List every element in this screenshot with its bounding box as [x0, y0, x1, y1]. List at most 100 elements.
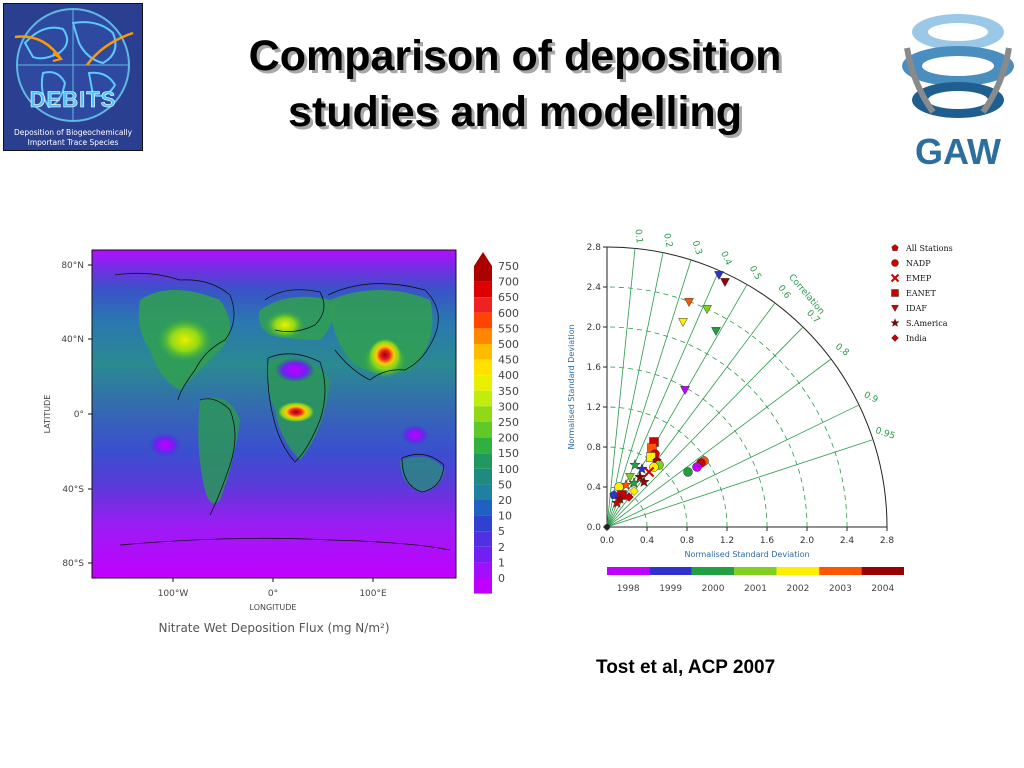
- legend-label: IDAF: [906, 304, 927, 313]
- x-tick-label: 2.4: [840, 536, 855, 546]
- taylor-legend: All Stations NADP EMEP EANET IDAF S.America In…: [890, 244, 953, 343]
- colorbar-label: 200: [498, 432, 519, 445]
- colorbar-swatch: [474, 562, 492, 578]
- lon-tick-2: 100°E: [359, 589, 387, 599]
- colorbar-label: 750: [498, 260, 519, 273]
- colorbar-label: 2: [498, 541, 505, 554]
- colorbar-swatch: [474, 281, 492, 298]
- data-point: [683, 467, 693, 477]
- correlation-tick-label: 0.1: [632, 229, 643, 244]
- colorbar-label: 150: [498, 447, 519, 460]
- lat-tick-0: 80°N: [61, 261, 84, 271]
- data-point: [711, 327, 721, 337]
- colorbar-label: 250: [498, 416, 519, 429]
- correlation-tick-label: 0.3: [690, 240, 704, 257]
- data-point: [643, 466, 655, 478]
- year-swatch: [649, 567, 692, 575]
- data-point: [891, 244, 899, 252]
- correlation-tick-label: 0.8: [833, 342, 851, 359]
- year-label: 2004: [871, 584, 894, 594]
- correlation-tick-label: 0.2: [661, 232, 674, 248]
- lon-tick-1: 0°: [268, 589, 278, 599]
- colorbar-swatch: [474, 437, 492, 454]
- x-tick-label: 0.4: [640, 536, 655, 546]
- data-point: [638, 475, 650, 487]
- data-point: [702, 305, 712, 315]
- data-point: [714, 271, 724, 281]
- y-tick-label: 0.0: [587, 523, 602, 533]
- lat-tick-3: 40°S: [62, 485, 84, 495]
- debits-subtitle-2: Important Trace Species: [28, 138, 119, 147]
- colorbar-label: 550: [498, 322, 519, 335]
- y-tick-label: 0.8: [587, 443, 602, 453]
- colorbar-swatch: [474, 531, 492, 547]
- colorbar-arrow: [474, 252, 492, 266]
- y-tick-label: 2.0: [587, 323, 602, 333]
- debits-logo-text: DEBITS: [30, 87, 117, 112]
- x-tick-label: 1.6: [760, 536, 775, 546]
- citation: Tost et al, ACP 2007: [596, 657, 776, 678]
- colorbar-label: 50: [498, 478, 512, 491]
- colorbar-label: 20: [498, 494, 512, 507]
- debits-subtitle-1: Deposition of Biogeochemically: [14, 128, 133, 137]
- colorbar-label: 100: [498, 463, 519, 476]
- data-point: [620, 478, 632, 490]
- colorbar-label: 0: [498, 572, 505, 585]
- gaw-logo-text: GAW: [915, 131, 1001, 170]
- year-swatch: [734, 567, 777, 575]
- data-point: [891, 304, 899, 313]
- year-label: 2001: [744, 584, 767, 594]
- colorbar-swatch: [474, 344, 492, 360]
- year-swatch: [607, 567, 650, 575]
- colorbar-swatch: [474, 312, 492, 329]
- taylor-grid: 0.0 0.0 0.4 0.4 0.8 0.8 1.2 1.2 1.6 1.6 2.0 2.0 2.4 2…: [567, 229, 896, 559]
- legend-label: India: [906, 334, 927, 343]
- year-colorbar: 1998 1999 2000 2001 2002 2003 2004: [607, 567, 904, 594]
- y-tick-label: 2.4: [587, 283, 602, 293]
- colorbar-label: 5: [498, 525, 505, 538]
- correlation-tick-label: 0.5: [747, 264, 763, 281]
- data-point: [720, 278, 730, 288]
- correlation-tick-label: 0.95: [874, 426, 896, 442]
- taylor-xlabel: Normalised Standard Deviation: [684, 550, 809, 559]
- colorbar-swatch: [474, 500, 492, 516]
- data-point: [636, 462, 648, 474]
- data-point: [629, 486, 639, 496]
- colorbar-label: 400: [498, 369, 519, 382]
- colorbar-swatch: [474, 390, 492, 407]
- legend-label: EMEP: [906, 274, 932, 283]
- data-point: [891, 289, 899, 297]
- colorbar-swatch: [474, 266, 492, 282]
- data-point: [624, 492, 634, 502]
- slide-title-line1: Comparison of deposition: [248, 32, 782, 80]
- data-point: [680, 386, 690, 396]
- colorbar-label: 10: [498, 510, 512, 523]
- colorbar-swatch: [474, 468, 492, 485]
- x-tick-label: 2.0: [800, 536, 815, 546]
- year-label: 2000: [702, 584, 725, 594]
- legend-label: NADP: [906, 259, 931, 268]
- data-point: [628, 476, 640, 488]
- colorbar-label: 300: [498, 400, 519, 413]
- gaw-logo: GAW: [902, 10, 1014, 170]
- colorbar-label: 1: [498, 556, 505, 569]
- x-tick-label: 0.0: [600, 536, 615, 546]
- data-point: [891, 334, 899, 342]
- data-point: [890, 273, 900, 283]
- correlation-tick-label: 0.9: [862, 390, 879, 405]
- colorbar-label: 350: [498, 385, 519, 398]
- nitrate-deposition-map: 80°N 40°N 0° 40°S 80°S 100°W 0° 100°E LO…: [43, 249, 519, 635]
- debits-logo: DEBITS Deposition of Biogeochemically Im…: [3, 3, 143, 151]
- colorbar-swatch: [474, 375, 492, 391]
- x-tick-label: 0.8: [680, 536, 695, 546]
- year-swatch: [819, 567, 862, 575]
- lat-tick-4: 80°S: [62, 559, 84, 569]
- colorbar-swatch: [474, 546, 492, 563]
- data-point: [634, 470, 646, 482]
- year-swatch: [776, 567, 820, 575]
- lat-tick-2: 0°: [74, 410, 84, 420]
- data-point: [692, 462, 702, 472]
- year-swatch: [861, 567, 904, 575]
- data-point: [614, 482, 624, 492]
- colorbar-label: 600: [498, 307, 519, 320]
